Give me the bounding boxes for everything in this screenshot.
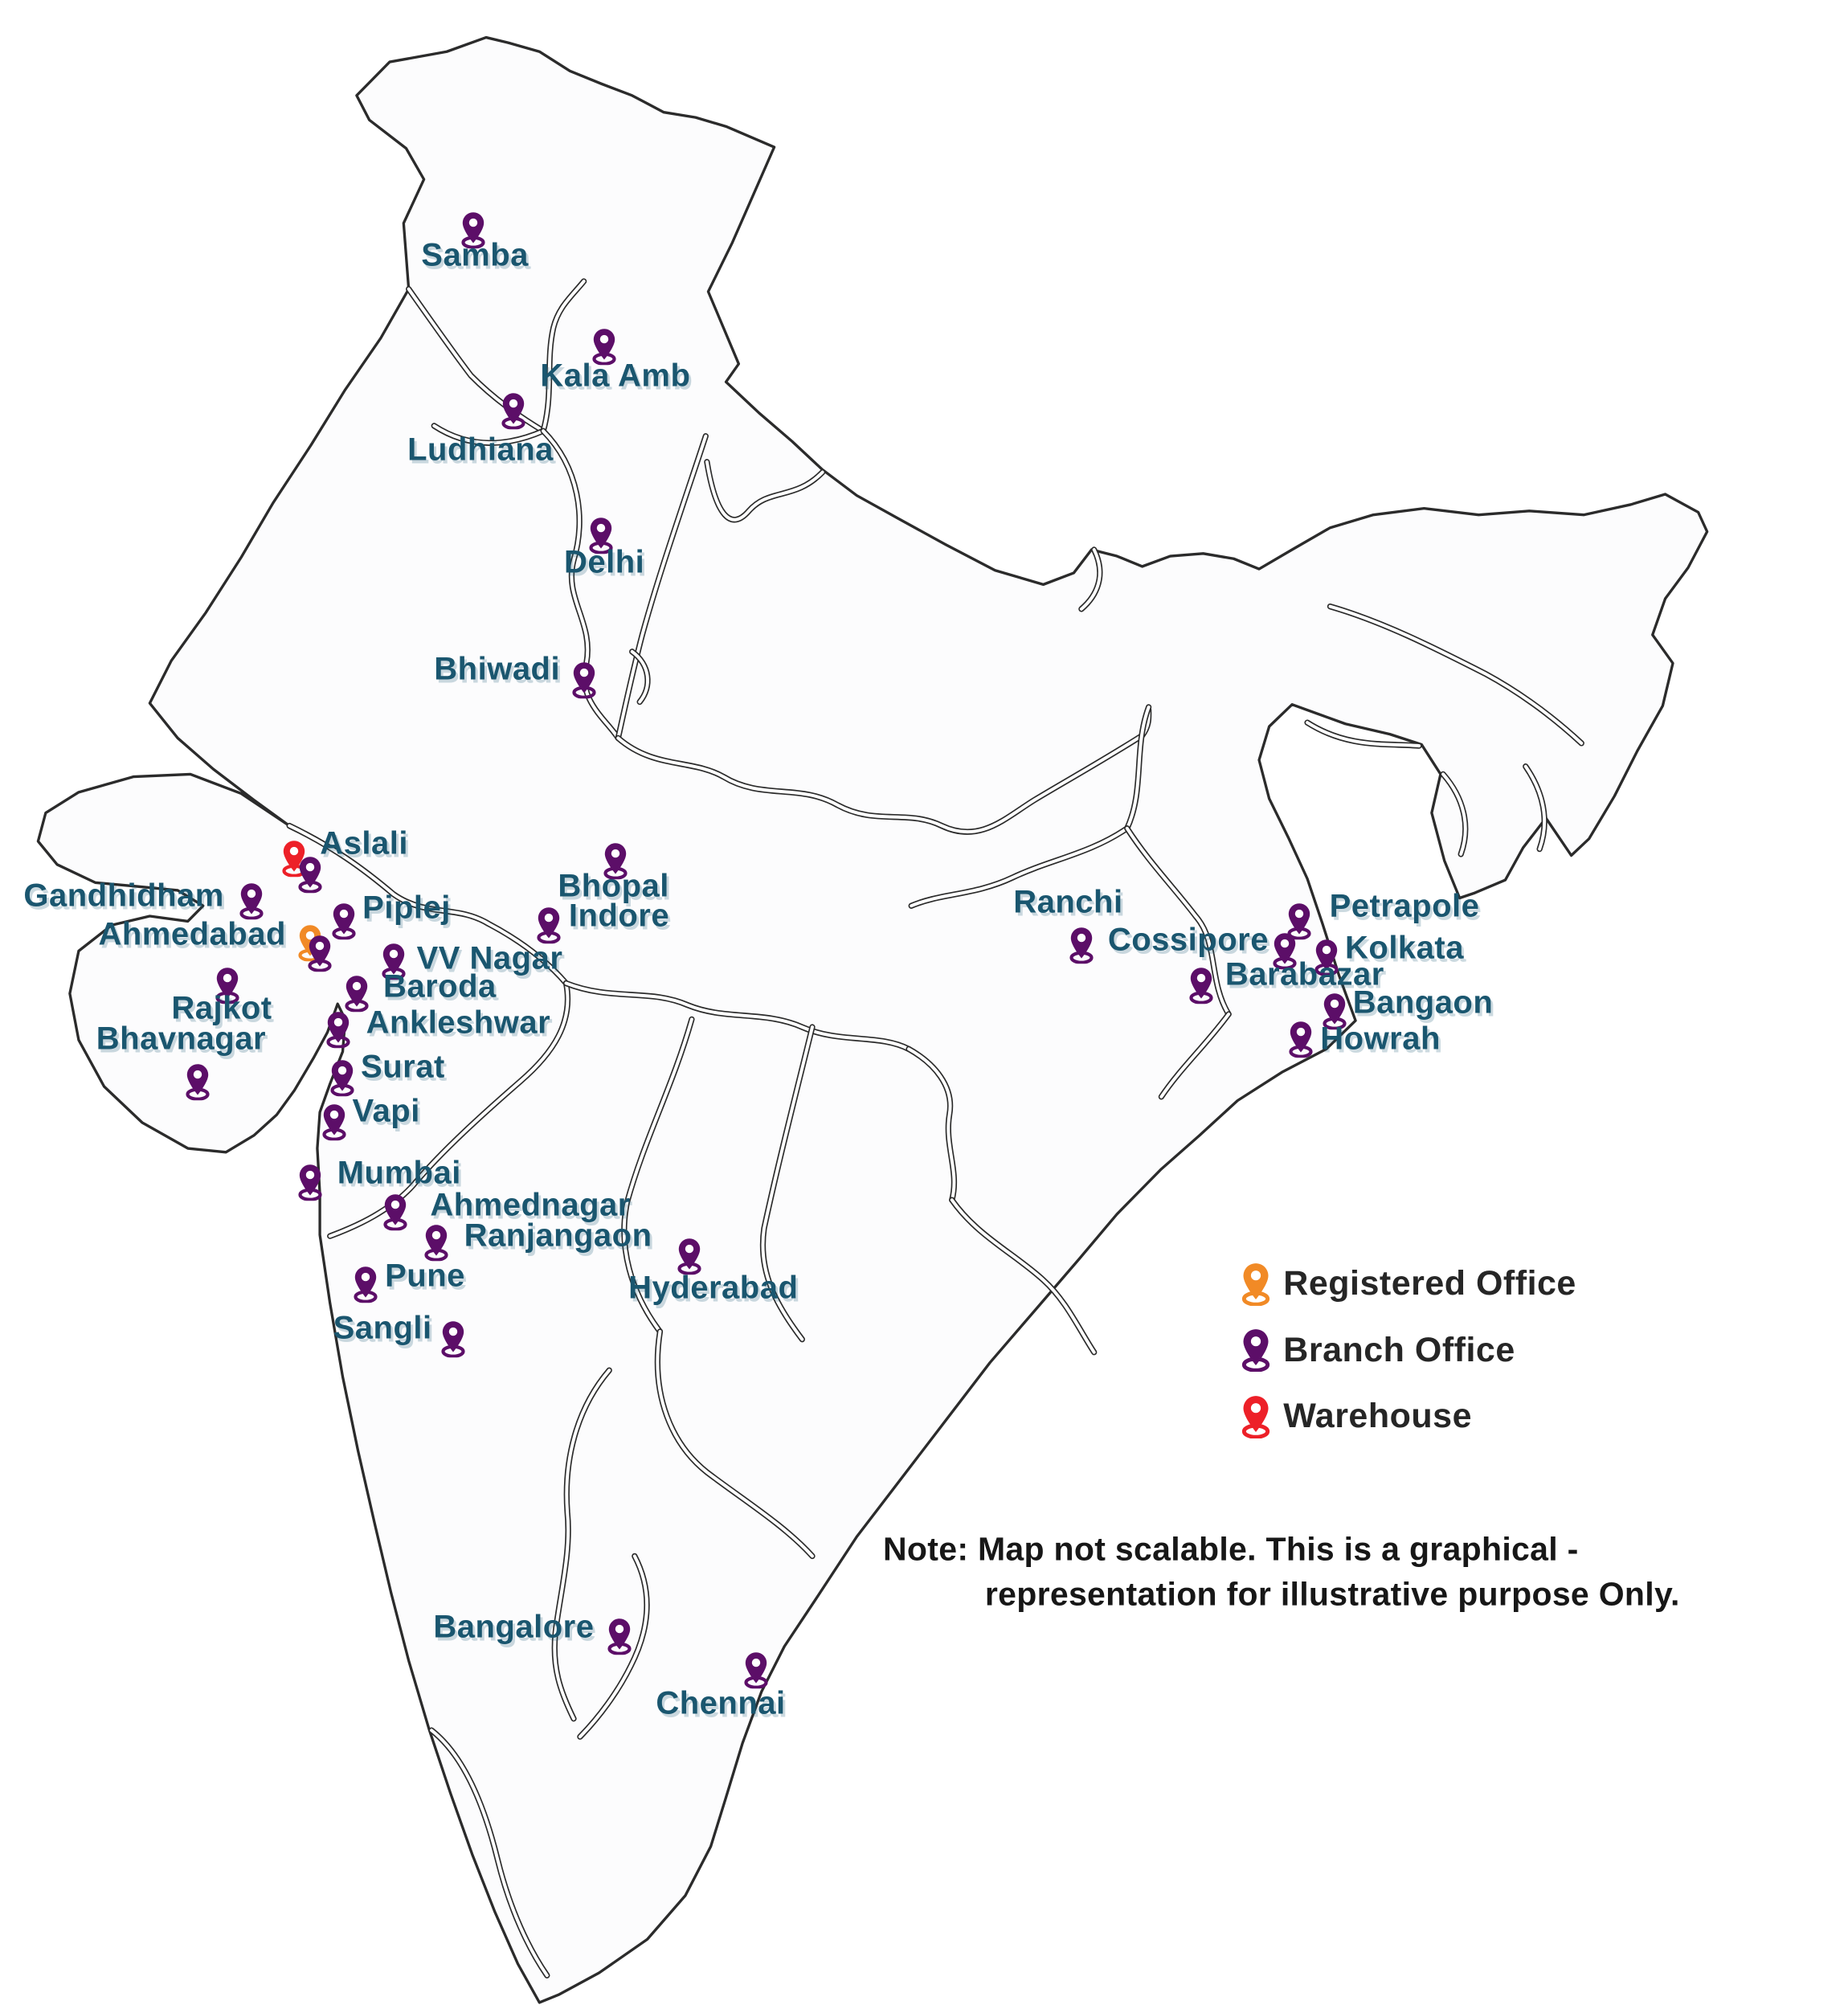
city-label-sangli: Sangli bbox=[333, 1310, 432, 1345]
city-label-pune: Pune bbox=[385, 1258, 465, 1293]
city-label-ludhiana: Ludhiana bbox=[407, 432, 554, 468]
city-label-kala-amb: Kala Amb bbox=[540, 358, 691, 393]
city-label-barabazar: Barabazar bbox=[1225, 956, 1384, 992]
map-pin-barabazar-branch bbox=[1188, 967, 1215, 1004]
city-label-indore: Indore bbox=[568, 898, 670, 934]
city-label-cossipore: Cossipore bbox=[1107, 922, 1269, 958]
city-label-surat: Surat bbox=[361, 1049, 445, 1084]
city-label-mumbai: Mumbai bbox=[337, 1155, 461, 1191]
city-label-vapi: Vapi bbox=[352, 1093, 420, 1128]
city-label-ranchi: Ranchi bbox=[1013, 884, 1123, 919]
map-pin-mumbai-branch bbox=[296, 1164, 324, 1201]
city-label-ahmednagar: Ahmednagar bbox=[430, 1187, 631, 1223]
city-label-bangaon: Bangaon bbox=[1352, 984, 1494, 1020]
map-pin-ahmednagar-branch bbox=[382, 1193, 409, 1230]
india-landmass bbox=[36, 35, 1709, 2004]
map-pin-sangli-branch bbox=[440, 1320, 467, 1357]
map-pin-bangalore-branch bbox=[606, 1618, 633, 1655]
city-label-aslali: Aslali bbox=[320, 825, 408, 861]
map-pin-ludhiana-branch bbox=[500, 392, 527, 429]
city-label-kolkata: Kolkata bbox=[1345, 930, 1464, 966]
map-pin-ankleshwar-branch bbox=[325, 1011, 352, 1048]
map-disclaimer-note-line2: representation for illustrative purpose … bbox=[984, 1575, 1680, 1613]
city-label-howrah: Howrah bbox=[1320, 1021, 1441, 1056]
city-label-rajkot: Rajkot bbox=[171, 990, 272, 1026]
map-pin-surat-branch bbox=[329, 1059, 356, 1096]
city-label-gandhidham: Gandhidham bbox=[23, 878, 224, 914]
city-label-delhi: Delhi bbox=[563, 544, 645, 580]
map-disclaimer-note-line1: Note: Map not scalable. This is a graphi… bbox=[883, 1530, 1579, 1567]
map-pin-pune-branch bbox=[352, 1266, 379, 1303]
map-pin-petrapole-branch bbox=[1286, 902, 1313, 939]
city-label-bhopal: Bhopal bbox=[558, 868, 669, 903]
map-pin-ahmedabad-branch bbox=[306, 935, 333, 972]
map-pin-gandhidham-branch bbox=[238, 882, 265, 919]
map-pin-bhiwadi-branch bbox=[570, 661, 598, 698]
state-borders bbox=[286, 278, 1584, 1978]
map-pin-bhavnagar-branch bbox=[184, 1063, 211, 1100]
map-pin-howrah-branch bbox=[1287, 1021, 1314, 1058]
city-label-bangalore: Bangalore bbox=[433, 1609, 595, 1645]
map-pin-ranchi-branch bbox=[1068, 927, 1095, 964]
city-label-piplej: Piplej bbox=[362, 890, 451, 926]
city-label-samba: Samba bbox=[421, 237, 529, 272]
map-pin-vapi-branch bbox=[321, 1103, 348, 1140]
city-label-baroda: Baroda bbox=[382, 968, 497, 1004]
city-label-bhiwadi: Bhiwadi bbox=[434, 651, 561, 686]
city-label-chennai: Chennai bbox=[656, 1685, 786, 1721]
map-pin-chennai-branch bbox=[742, 1651, 770, 1688]
city-label-hyderabad: Hyderabad bbox=[628, 1270, 799, 1305]
city-label-vv-nagar: VV Nagar bbox=[416, 940, 563, 976]
city-label-bhavnagar: Bhavnagar bbox=[96, 1021, 267, 1056]
city-label-ranjangaon: Ranjangaon bbox=[464, 1217, 652, 1253]
city-label-petrapole: Petrapole bbox=[1329, 888, 1480, 923]
map-pin-indore-branch bbox=[535, 906, 562, 943]
map-pin-ranjangaon-branch bbox=[423, 1224, 450, 1261]
city-label-ankleshwar: Ankleshwar bbox=[366, 1004, 551, 1040]
map-pin-piplej-branch bbox=[330, 902, 358, 939]
city-label-ahmedabad: Ahmedabad bbox=[98, 916, 286, 951]
